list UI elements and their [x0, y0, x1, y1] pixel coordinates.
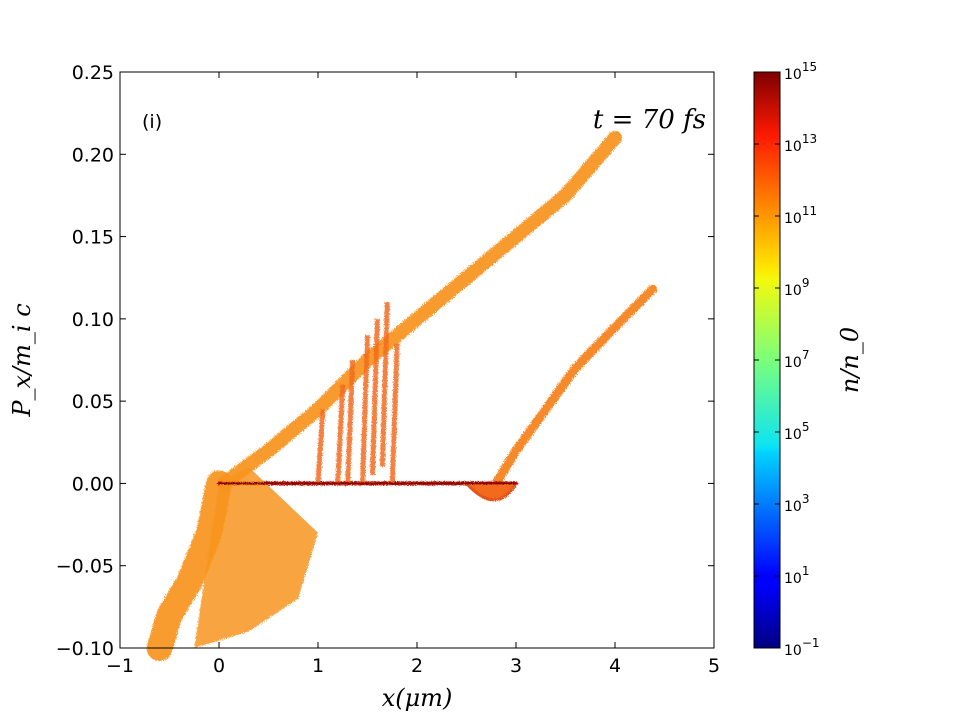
- region-negative-tail: [146, 470, 232, 661]
- colorbar-tick-label: 109: [784, 276, 809, 299]
- colorbar-tick-label: 1011: [784, 204, 817, 227]
- y-ticks: −0.10 −0.05 0.00 0.05 0.10 0.15 0.20 0.25: [56, 62, 714, 660]
- filament: [345, 359, 356, 484]
- y-tick-label: 0.20: [72, 144, 114, 166]
- time-annotation: t = 70 fs: [593, 105, 706, 135]
- y-tick-label: 0.10: [72, 309, 114, 331]
- y-tick-label: 0.05: [72, 391, 114, 413]
- y-tick-label: 0.15: [72, 227, 114, 249]
- filament: [389, 343, 400, 484]
- colorbar-tick-label: 1015: [784, 60, 817, 83]
- y-axis-label: P_x/m_i c: [8, 303, 36, 417]
- colorbar: 10−1 101 103 105 107 109 1011 1013 1015 n/n_0: [753, 60, 864, 659]
- x-tick-label: 4: [609, 655, 621, 677]
- colorbar-tick-label: 107: [784, 348, 809, 371]
- x-ticks: −1 0 1 2 3 4 5: [106, 72, 720, 677]
- particle-cloud: [146, 130, 658, 661]
- lower-left-sheet: [194, 466, 318, 648]
- x-tick-label: 3: [510, 655, 522, 677]
- x-tick-label: 0: [213, 655, 225, 677]
- y-tick-label: 0.00: [72, 473, 114, 495]
- panel-label: (i): [142, 111, 162, 133]
- filament: [360, 335, 370, 484]
- colorbar-tick-label: 1013: [784, 132, 817, 155]
- y-tick-label: 0.25: [72, 62, 114, 84]
- colorbar-tick-label: 105: [784, 420, 809, 443]
- colorbar-tick-label: 101: [784, 564, 809, 587]
- filament: [379, 302, 390, 468]
- colorbar-tick-label: 10−1: [784, 636, 820, 659]
- region-upper-branch: [216, 130, 622, 491]
- x-tick-label: −1: [106, 655, 134, 677]
- filament: [315, 409, 326, 484]
- colorbar-tick-label: 103: [784, 492, 809, 515]
- colorbar-label: n/n_0: [836, 327, 864, 393]
- y-tick-label: −0.10: [56, 638, 114, 660]
- x-tick-label: 5: [708, 655, 720, 677]
- y-tick-label: −0.05: [56, 556, 114, 578]
- region-lower-branch: [491, 284, 658, 488]
- colorbar-ticks: 10−1 101 103 105 107 109 1011 1013 1015: [754, 60, 820, 659]
- plot-area: −1 0 1 2 3 4 5 −0.10 −0.05 0.00 0.05 0.10 0.15 0.20 0…: [56, 62, 720, 677]
- filament: [369, 318, 380, 476]
- filament: [335, 384, 346, 484]
- x-axis-label: x(μm): [382, 684, 453, 712]
- x-tick-label: 2: [411, 655, 423, 677]
- trough: [465, 482, 518, 502]
- x-tick-label: 1: [312, 655, 324, 677]
